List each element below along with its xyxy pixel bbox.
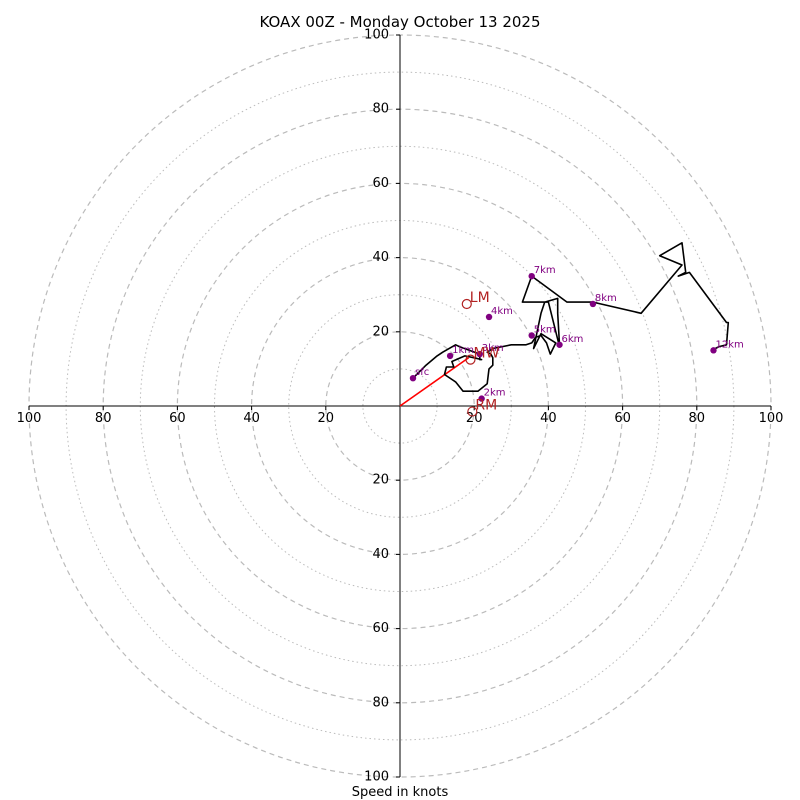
y-tick-label: 20 bbox=[372, 324, 389, 339]
height-marker-label: 3km bbox=[482, 343, 504, 354]
height-marker-dot bbox=[710, 347, 717, 354]
storm-marker-label: RM bbox=[475, 398, 497, 414]
height-marker-label: 7km bbox=[534, 265, 556, 276]
height-marker-label: 5km bbox=[534, 325, 556, 336]
y-tick-label: 80 bbox=[372, 102, 389, 117]
chart-title: KOAX 00Z - Monday October 13 2025 bbox=[260, 13, 541, 31]
x-tick-label: 60 bbox=[169, 411, 186, 426]
height-marker-dot bbox=[589, 300, 597, 308]
height-marker-label: sfc bbox=[415, 367, 429, 378]
height-marker-dot bbox=[446, 352, 454, 360]
tick-labels: 100 80 60 40 20 20 40 60 80 100 100 80 60 40 20 20 40 60 8… bbox=[17, 28, 784, 785]
x-tick-label: 100 bbox=[17, 411, 42, 426]
y-tick-label: 40 bbox=[372, 250, 389, 265]
storm-marker-circle bbox=[461, 298, 472, 310]
height-marker-dot bbox=[556, 341, 563, 348]
y-tick-label: 80 bbox=[372, 695, 389, 710]
x-tick-label: 20 bbox=[466, 411, 483, 426]
height-marker-label: 6km bbox=[562, 334, 584, 345]
height-marker-label: 12km bbox=[715, 339, 743, 350]
storm-motion-line bbox=[399, 357, 470, 407]
y-tick-label: 60 bbox=[372, 176, 389, 191]
x-tick-label: 100 bbox=[759, 411, 784, 426]
x-tick-label: 80 bbox=[95, 411, 112, 426]
hodograph-line bbox=[412, 242, 730, 393]
storm-marker-circle bbox=[467, 406, 478, 417]
height-marker-dot bbox=[476, 350, 483, 358]
x-tick-label: 20 bbox=[318, 411, 335, 426]
height-marker-dot bbox=[528, 332, 535, 339]
y-tick-label: 60 bbox=[372, 621, 389, 636]
storm-marker-circle bbox=[465, 354, 476, 365]
x-axis-label: Speed in knots bbox=[352, 785, 449, 800]
height-marker-dot bbox=[485, 313, 493, 321]
height-markers: sfc 1km 2km 3km 4km 5km 6km 7km 8km 12km bbox=[409, 265, 744, 402]
x-tick-label: 80 bbox=[689, 411, 706, 426]
height-marker-label: 8km bbox=[595, 293, 617, 304]
height-marker-dot bbox=[478, 395, 485, 402]
y-tick-label: 100 bbox=[364, 28, 389, 43]
y-tick-label: 20 bbox=[372, 473, 389, 488]
y-tick-label: 40 bbox=[372, 547, 389, 562]
storm-markers: LM MW RM bbox=[461, 290, 500, 417]
storm-motion-vector bbox=[399, 357, 470, 407]
height-marker-label: 1km bbox=[452, 345, 474, 356]
x-tick-label: 40 bbox=[540, 411, 557, 426]
x-tick-label: 60 bbox=[614, 411, 631, 426]
storm-marker-label: LM bbox=[470, 290, 490, 306]
height-marker-dot bbox=[528, 272, 535, 280]
height-marker-dot bbox=[409, 374, 417, 382]
x-tick-label: 40 bbox=[243, 411, 260, 426]
y-tick-label: 100 bbox=[364, 770, 389, 785]
height-marker-label: 2km bbox=[484, 388, 506, 399]
height-marker-label: 4km bbox=[491, 306, 513, 317]
hodograph-trace bbox=[412, 242, 730, 393]
storm-marker-label: MW bbox=[473, 346, 499, 362]
